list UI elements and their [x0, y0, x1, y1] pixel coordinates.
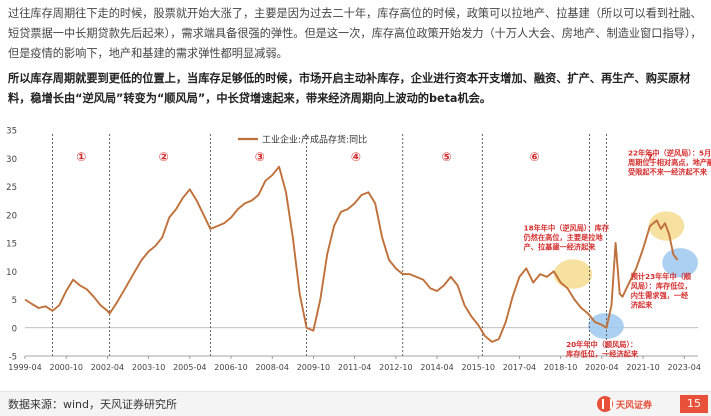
axes: -5 0 5 10 15 20 25 30 35 1999-04 2000-10 2002-04 200… [6, 127, 701, 373]
annotation-line: 产、拉基建一经济起来 [524, 243, 597, 252]
x-tick-label: 2023-04 [668, 363, 701, 372]
company-logo: 天风证券 [597, 395, 652, 413]
x-tick-label: 2021-10 [626, 363, 659, 372]
x-tick-label: 2009-10 [297, 363, 330, 372]
inventory-cycle-chart: -5 0 5 10 15 20 25 30 35 1999-04 2000-10 2002-04 200… [6, 127, 711, 373]
annotation: 预计23年年中（顺风局）：库存低位，内生需求强，一经济起来 [631, 272, 692, 310]
x-tick-label: 2020-04 [585, 363, 618, 372]
annotation-line: 18年年中（逆风局）：库存 [524, 224, 610, 233]
x-tick-label: 1999-04 [8, 363, 41, 372]
series-line [24, 165, 679, 343]
annotation-line: 济起来 [631, 301, 653, 310]
annotation-line: 库存低位，一经济起来 [566, 349, 639, 358]
x-tick-label: 2015-10 [462, 363, 495, 372]
annotation: 20年年中（顺风局）：库存低位，一经济起来 [566, 340, 639, 359]
x-tick-label: 2005-04 [173, 363, 206, 372]
annotation-line: 受限起不来一经济起不来 [628, 167, 708, 176]
annotation: 22年年中（逆风局）：5月库存周期位于相对高点，地产融资受限起不来一经济起不来 [628, 148, 711, 176]
highlight-yellow-circle [553, 259, 593, 289]
footer-bar: 数据来源：wind，天风证券研究所 天风证券 15 [0, 391, 711, 416]
cycle-label: ⑥ [529, 150, 539, 164]
y-tick-label: 30 [6, 155, 17, 165]
x-tick-label: 2018-10 [544, 363, 577, 372]
y-tick-label: 35 [6, 127, 17, 137]
annotation-line: 22年年中（逆风局）：5月库存 [628, 148, 711, 157]
data-source: 数据来源：wind，天风证券研究所 [8, 398, 178, 411]
y-tick-label: -5 [9, 353, 17, 363]
x-tick-label: 2008-04 [256, 363, 289, 372]
x-tick-label: 2014-04 [420, 363, 453, 372]
annotation-line: 20年年中（顺风局）： [566, 340, 637, 349]
annotation-line: 风局）：库存低位， [631, 282, 692, 291]
x-tick-label: 2012-10 [379, 363, 412, 372]
cycle-label: ⑤ [442, 150, 452, 164]
annotation-line: 内生需求强，一经 [631, 291, 689, 300]
annotation-line: 仍然在高位，主要是拉地 [523, 233, 604, 242]
y-tick-label: 0 [12, 324, 17, 334]
y-tick-label: 10 [6, 268, 17, 278]
x-tick-label: 2003-10 [132, 363, 165, 372]
cycle-label: ② [159, 150, 169, 164]
y-tick-label: 25 [6, 183, 17, 193]
cycle-label: ① [76, 150, 86, 164]
cycle-dividers [52, 134, 607, 356]
x-tick-label: 2000-10 [49, 363, 82, 372]
y-tick-label: 15 [6, 240, 17, 250]
cycle-label: ③ [255, 150, 265, 164]
annotation-line: 周期位于相对高点，地产融资 [628, 158, 711, 167]
cycle-label: ④ [351, 150, 361, 164]
logo-text: 天风证券 [616, 400, 653, 411]
x-tick-label: 2002-04 [91, 363, 124, 372]
series-lines [24, 165, 679, 343]
annotation-line: 预计23年年中（顺 [631, 272, 692, 281]
logo-icon [597, 396, 613, 412]
conclusion-paragraph: 所以库存周期就要到更低的位置上，当库存足够低的时候，市场开启主动补库存，企业进行… [8, 72, 691, 105]
y-tick-label: 5 [12, 296, 17, 306]
x-tick-label: 2011-04 [338, 363, 371, 372]
page-number: 15 [680, 395, 708, 413]
cycle-label: ⑦ [645, 150, 655, 164]
intro-paragraph: 过往库存周期往下走的时候，股票就开始大涨了，主要是因为过去二十年，库存高位的时候… [8, 7, 702, 60]
chart-labels: 工业企业:产成品存货:同比 ① ② ③ ④ ⑤ ⑥ ⑦ 18年年中（逆风局）：库存仍然在高位，主… [76, 134, 711, 359]
highlight-blue-circle [662, 248, 698, 278]
x-tick-label: 2017-04 [503, 363, 536, 372]
legend-label: 工业企业:产成品存货:同比 [262, 134, 367, 146]
x-tick-label: 2006-10 [214, 363, 247, 372]
y-tick-label: 20 [6, 211, 17, 221]
